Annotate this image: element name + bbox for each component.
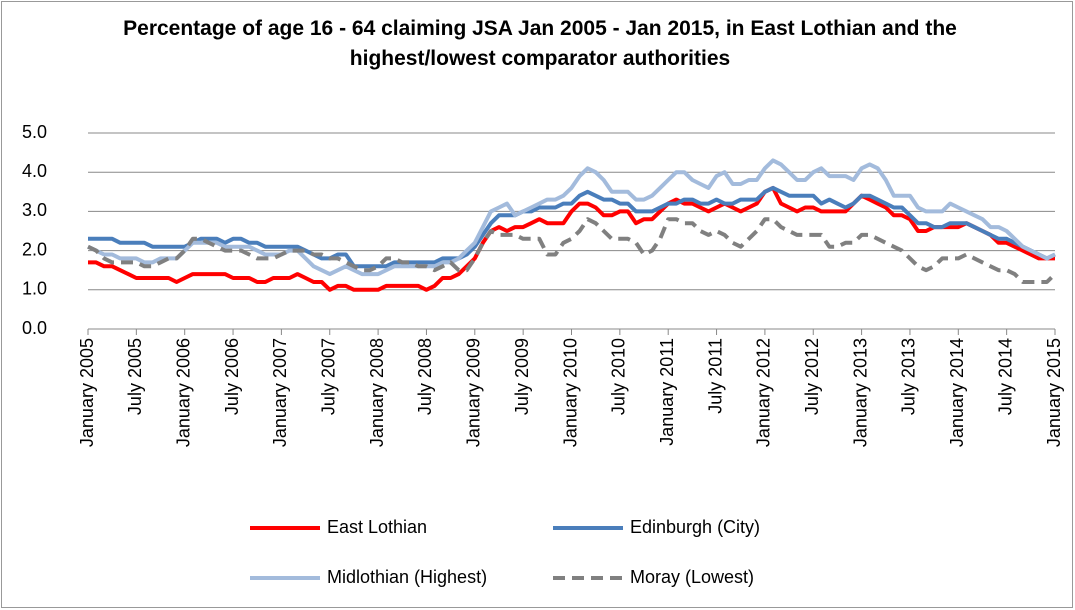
- x-tick-label: January 2009: [464, 338, 484, 447]
- series-line: [88, 185, 1055, 292]
- x-tick-label: January 2015: [1044, 338, 1064, 447]
- y-tick-label: 0.0: [22, 318, 47, 338]
- series-line: [87, 217, 1057, 284]
- x-tick-label: July 2010: [609, 338, 629, 415]
- legend-label: Moray (Lowest): [630, 567, 754, 587]
- series-line: [87, 158, 1056, 277]
- legend-label: Edinburgh (City): [630, 517, 760, 537]
- x-tick-label: July 2007: [319, 338, 339, 415]
- y-tick-label: 1.0: [22, 279, 47, 299]
- x-tick-label: July 2013: [899, 338, 919, 415]
- x-tick-label: January 2013: [850, 338, 870, 447]
- x-tick-label: July 2006: [222, 338, 242, 415]
- x-tick-label: January 2011: [657, 338, 677, 446]
- y-tick-label: 3.0: [22, 200, 47, 220]
- legend-label: East Lothian: [327, 517, 427, 537]
- x-tick-label: January 2008: [367, 338, 387, 447]
- chart-title: Percentage of age 16 - 64 claiming JSA J…: [123, 17, 957, 70]
- x-tick-label: January 2007: [270, 338, 290, 447]
- y-tick-label: 4.0: [22, 161, 47, 181]
- x-tick-label: July 2008: [415, 338, 435, 415]
- legend-label: Midlothian (Highest): [327, 567, 487, 587]
- x-tick-label: January 2014: [947, 338, 967, 447]
- y-tick-label: 2.0: [22, 239, 47, 259]
- x-tick-label: January 2010: [560, 338, 580, 447]
- series-line: [88, 185, 1056, 269]
- x-tick-label: July 2012: [802, 338, 822, 415]
- x-tick-label: July 2005: [125, 338, 145, 415]
- x-tick-label: July 2009: [512, 338, 532, 415]
- x-tick-label: January 2012: [754, 338, 774, 447]
- x-tick-label: July 2014: [995, 338, 1015, 415]
- x-tick-label: January 2006: [173, 338, 193, 447]
- x-tick-label: July 2011: [705, 338, 725, 414]
- y-tick-label: 5.0: [22, 122, 47, 142]
- x-tick-label: January 2005: [77, 338, 97, 447]
